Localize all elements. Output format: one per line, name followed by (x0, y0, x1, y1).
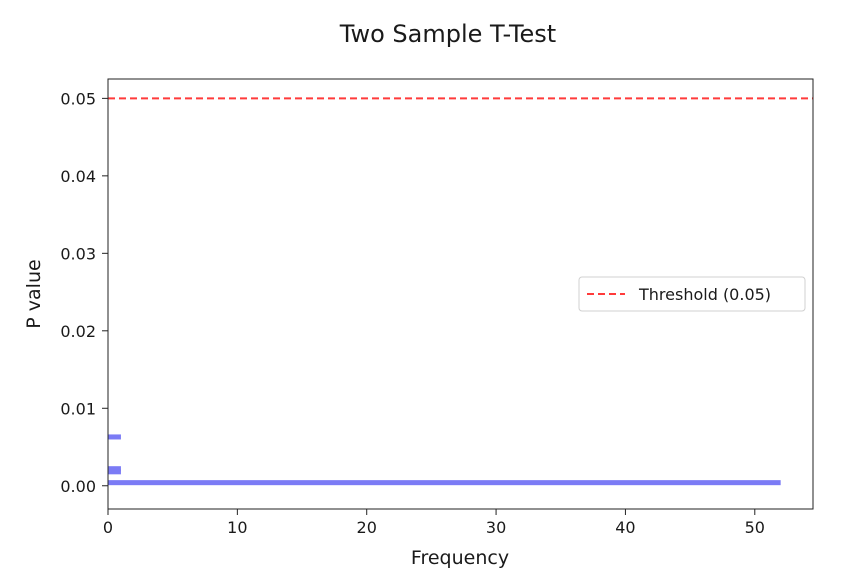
legend-threshold-label: Threshold (0.05) (638, 285, 771, 304)
y-tick-label: 0.05 (60, 89, 96, 108)
x-tick-label: 50 (745, 518, 765, 537)
histogram-bar (108, 434, 121, 440)
x-tick-label: 30 (486, 518, 506, 537)
y-tick-label: 0.02 (60, 322, 96, 341)
x-tick-label: 20 (357, 518, 377, 537)
chart-title: Two Sample T-Test (339, 20, 556, 48)
x-tick-label: 0 (103, 518, 113, 537)
bars-layer (108, 434, 781, 486)
x-tick-label: 10 (227, 518, 247, 537)
plot-frame (107, 78, 814, 510)
histogram-bar (108, 480, 781, 486)
y-tick-label: 0.00 (60, 477, 96, 496)
histogram-bar (108, 469, 121, 475)
legend-box (578, 276, 806, 312)
x-axis-ticks: 0 10 20 30 40 50 (103, 509, 765, 537)
y-tick-label: 0.04 (60, 167, 96, 186)
y-axis-ticks: 0.00 0.01 0.02 0.03 0.04 0.05 (60, 89, 108, 496)
x-axis-label: Frequency (411, 547, 509, 569)
y-axis-label: P value (23, 259, 45, 328)
x-tick-label: 40 (615, 518, 635, 537)
legend: Threshold (0.05) (578, 276, 806, 312)
y-tick-label: 0.03 (60, 244, 96, 263)
histogram-bar (108, 466, 121, 472)
y-tick-label: 0.01 (60, 399, 96, 418)
